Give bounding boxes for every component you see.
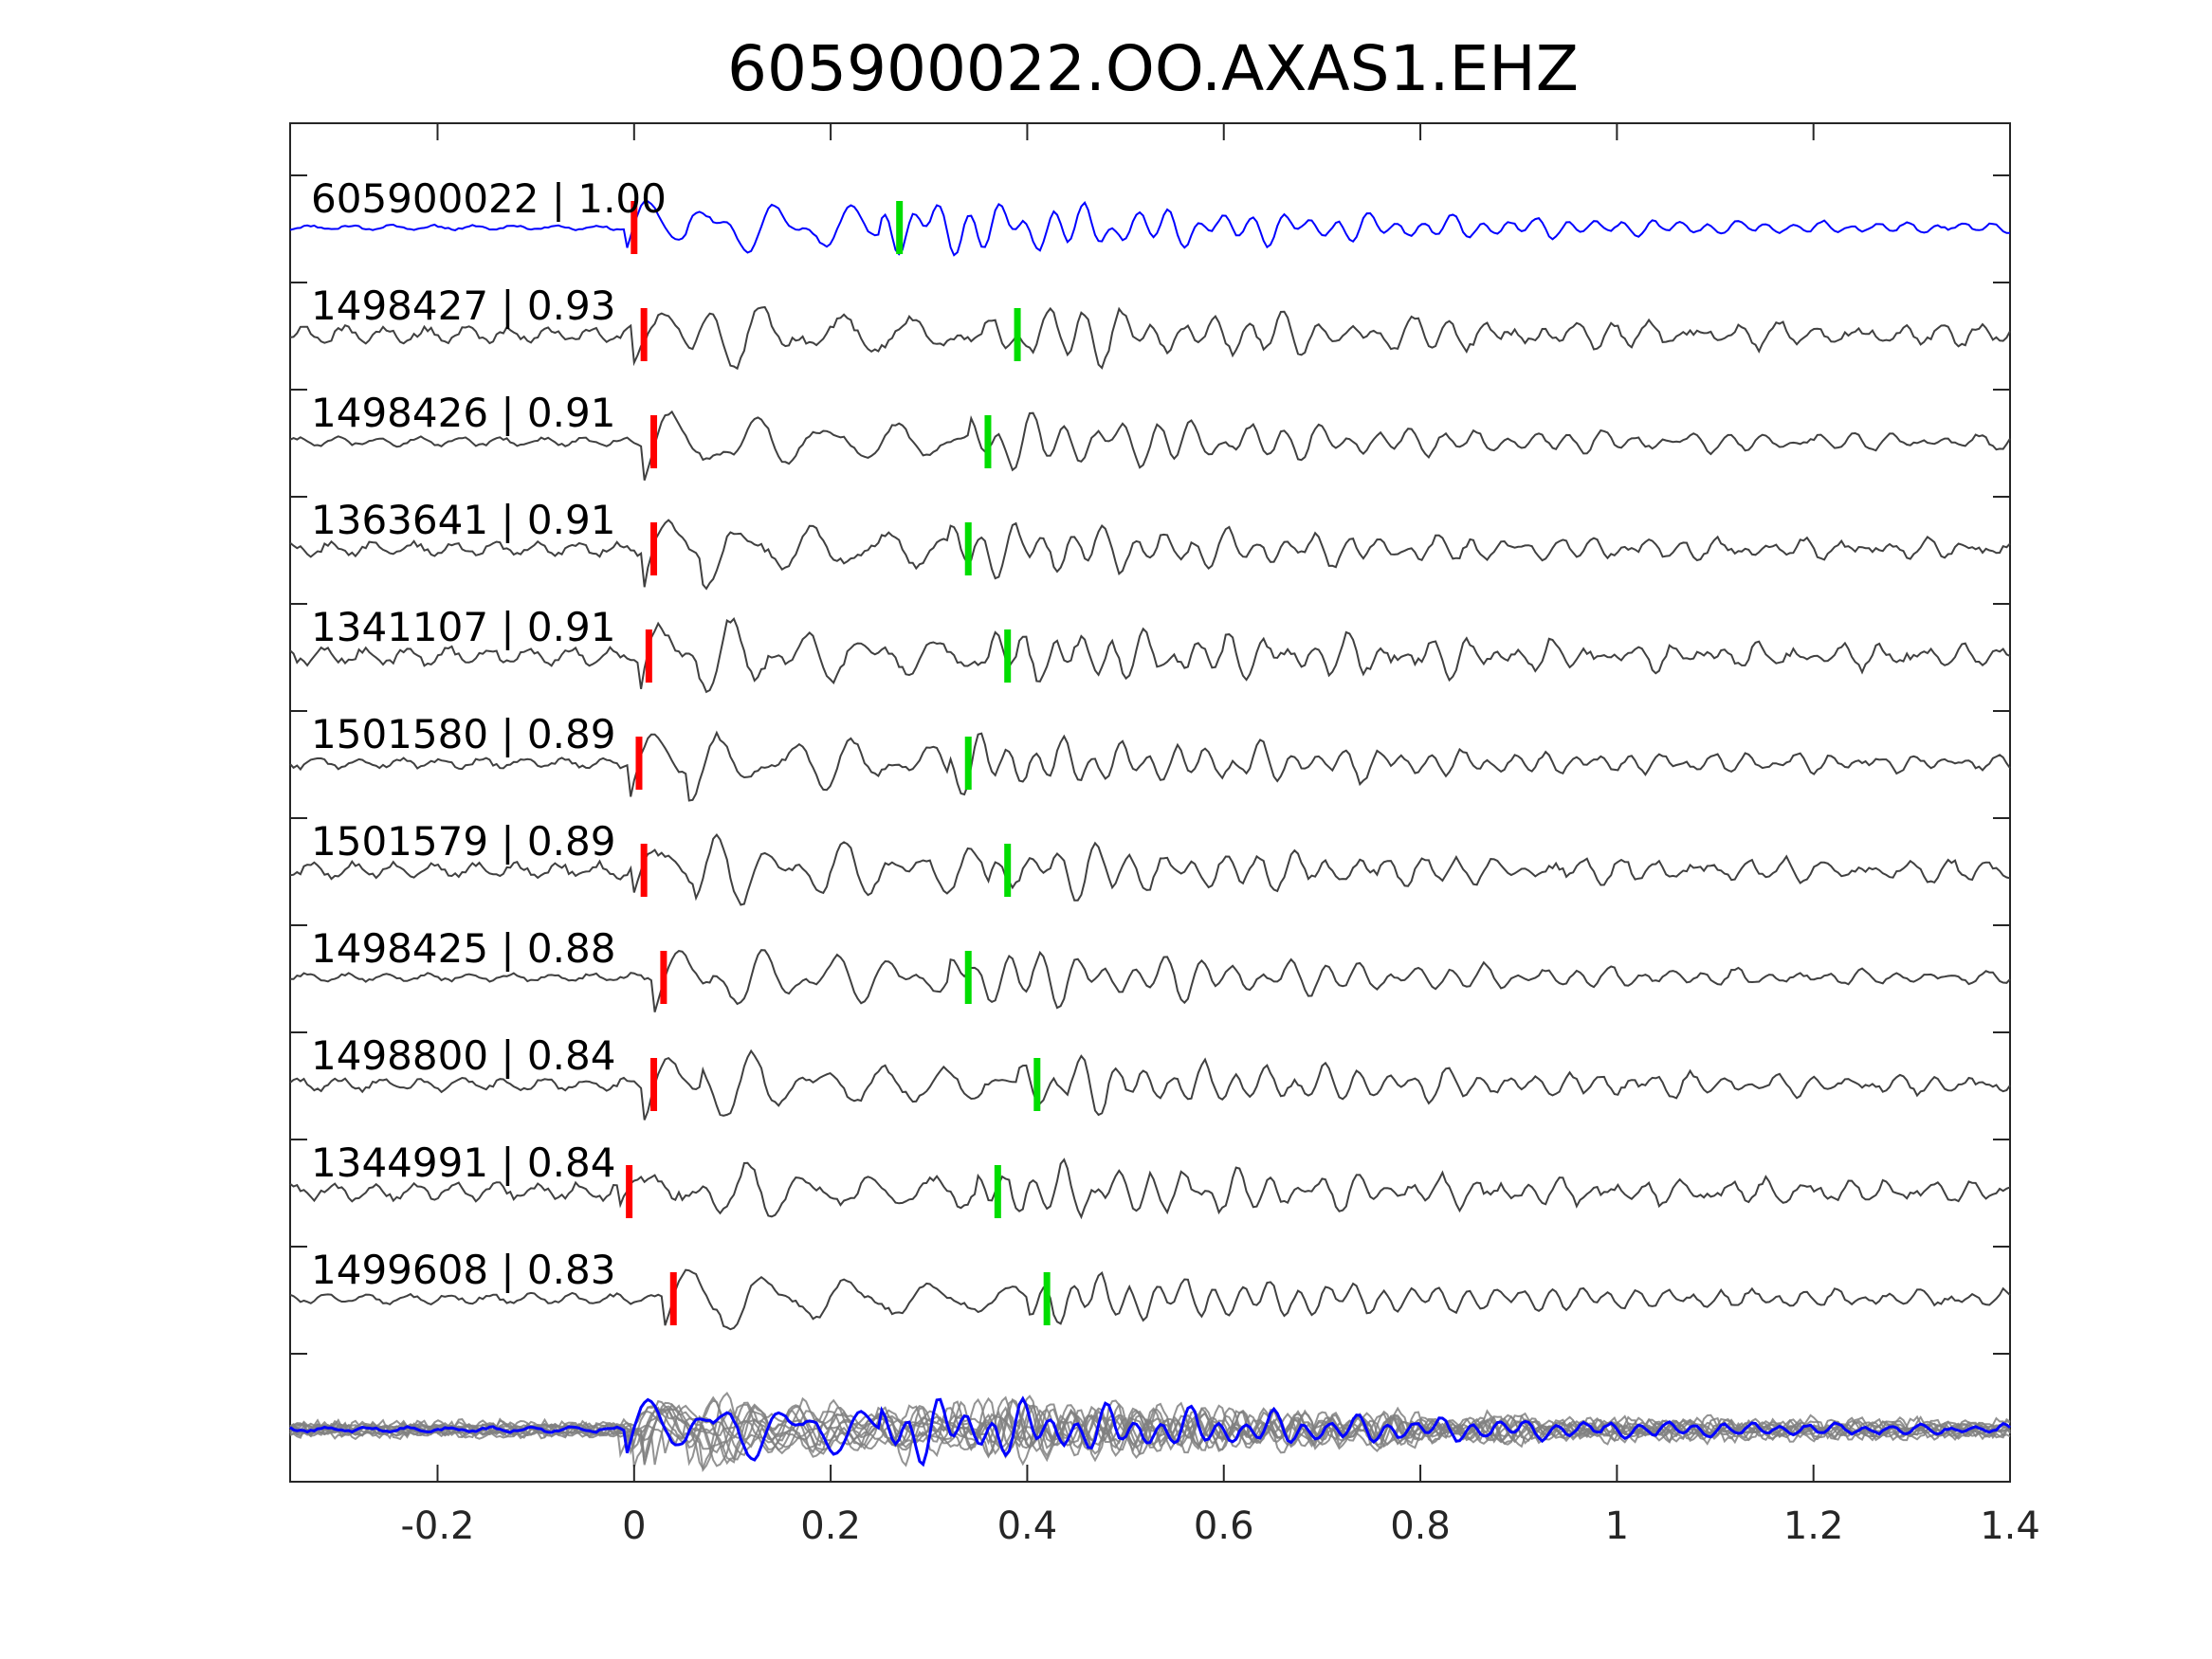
trace-row: 1344991 | 0.84 <box>289 1139 2011 1220</box>
plot-area: 605900022 | 1.00 1498427 | 0.93 1498426 | … <box>289 122 2011 1483</box>
trace-label: 1498800 | 0.84 <box>311 1032 615 1079</box>
trace-label: 1498426 | 0.91 <box>311 390 615 436</box>
trace-line <box>289 616 2011 694</box>
stack-trace-line <box>289 1404 2011 1455</box>
trace-label: 605900022 | 1.00 <box>311 175 667 222</box>
trace-line <box>289 410 2011 481</box>
trace-line <box>289 519 2011 591</box>
trace-line <box>290 949 2011 1012</box>
axes-frame <box>289 122 2011 1483</box>
x-tick-label: 0.6 <box>1194 1504 1254 1548</box>
trace-line <box>289 1048 2011 1121</box>
chart-title: 605900022.OO.AXAS1.EHZ <box>727 32 1579 105</box>
x-tick-label: -0.2 <box>400 1504 474 1548</box>
trace-row: 1363641 | 0.91 <box>289 497 2011 591</box>
x-tick-label: 0.2 <box>800 1504 861 1548</box>
trace-line <box>289 832 2011 906</box>
trace-label: 1498427 | 0.93 <box>311 283 615 329</box>
x-tick-label: 0.4 <box>997 1504 1058 1548</box>
trace-label: 1501579 | 0.89 <box>311 818 615 865</box>
trace-label: 1501580 | 0.89 <box>311 711 615 757</box>
trace-row: 1341107 | 0.91 <box>289 604 2011 694</box>
trace-line <box>289 1158 2011 1220</box>
stack-trace-line <box>289 1395 2011 1467</box>
trace-line <box>289 730 2011 802</box>
x-tick-label: 0.8 <box>1390 1504 1451 1548</box>
x-tick-label: 0 <box>622 1504 646 1548</box>
trace-row: 1501579 | 0.89 <box>289 818 2011 906</box>
x-tick-label: 1.4 <box>1980 1504 2040 1548</box>
x-tick-label: 1.2 <box>1783 1504 1844 1548</box>
stack-overlay <box>289 1392 2011 1472</box>
trace-row: 1501580 | 0.89 <box>289 711 2011 802</box>
trace-label: 1344991 | 0.84 <box>311 1139 615 1186</box>
trace-label: 1363641 | 0.91 <box>311 497 615 543</box>
trace-line <box>289 305 2011 371</box>
trace-line <box>289 1268 2011 1331</box>
trace-label: 1499608 | 0.83 <box>311 1247 615 1293</box>
trace-row: 1498427 | 0.93 <box>289 283 2011 371</box>
trace-row: 1499608 | 0.83 <box>289 1247 2011 1331</box>
trace-row: 1498425 | 0.88 <box>290 925 2011 1012</box>
trace-row: 605900022 | 1.00 <box>289 175 2010 257</box>
trace-row: 1498426 | 0.91 <box>289 390 2011 481</box>
trace-label: 1341107 | 0.91 <box>311 604 615 650</box>
trace-row: 1498800 | 0.84 <box>289 1032 2011 1121</box>
x-tick-label: 1 <box>1605 1504 1629 1548</box>
trace-label: 1498425 | 0.88 <box>311 925 615 972</box>
x-axis: -0.2 0 0.2 0.4 0.6 0.8 1 1.2 1.4 <box>400 123 2040 1548</box>
stack-template-line <box>289 1395 2011 1468</box>
template-trace-line <box>289 200 2010 257</box>
